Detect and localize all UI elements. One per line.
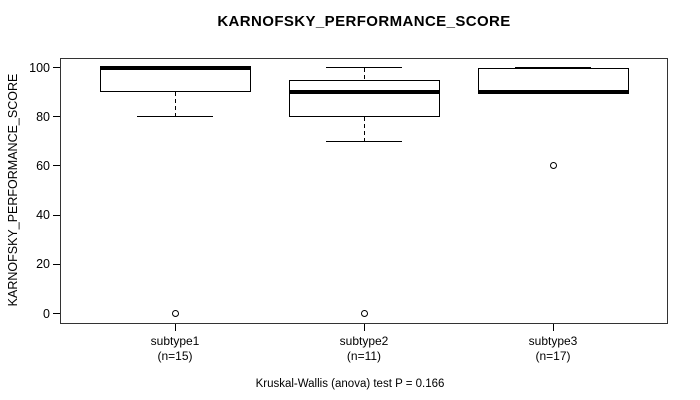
outlier-point — [171, 310, 179, 317]
y-tick-label: 20 — [36, 257, 50, 272]
group-n-label: (n=15) — [157, 349, 193, 363]
boxplot-box — [477, 67, 629, 93]
x-group-label: subtype1 (n=15) — [105, 334, 245, 364]
outlier-point — [549, 162, 557, 170]
y-tick-mark — [53, 263, 60, 265]
stat-test-caption: Kruskal-Wallis (anova) test P = 0.166 — [255, 378, 445, 390]
lower-whisker-line — [363, 116, 365, 142]
group-label: subtype1 — [150, 334, 200, 348]
y-tick-mark — [53, 313, 60, 314]
boxplot-box — [288, 79, 440, 117]
x-group-label: subtype3 (n=17) — [483, 334, 623, 364]
y-tick-label: 40 — [36, 208, 50, 223]
y-tick-mark — [53, 165, 60, 167]
plot-area: 0 20 40 60 80 100 subtype1 (n=15) subtype2 (n=11)… — [29, 58, 668, 363]
group-label: subtype3 — [528, 334, 578, 348]
median-line — [99, 65, 251, 70]
x-tick-mark — [552, 324, 554, 331]
group-n-label: (n=11) — [346, 349, 382, 363]
y-tick-label: 0 — [43, 306, 50, 321]
y-tick-mark — [53, 214, 60, 216]
x-group-label: subtype2 (n=11) — [294, 334, 434, 364]
boxplot-box — [99, 67, 251, 93]
lower-whisker-line — [174, 92, 176, 117]
lower-whisker-cap — [326, 140, 402, 143]
y-tick-label: 100 — [29, 60, 50, 75]
y-tick-label: 60 — [36, 158, 50, 173]
y-tick-mark — [53, 116, 60, 118]
outlier-point — [360, 310, 368, 317]
plot-border — [60, 58, 668, 324]
lower-whisker-cap — [137, 115, 213, 118]
median-line — [477, 90, 629, 95]
y-tick-mark — [53, 67, 60, 68]
upper-whisker-line — [363, 67, 365, 80]
x-tick-mark — [363, 324, 365, 331]
upper-whisker-cap — [515, 66, 591, 69]
x-tick-mark — [174, 324, 176, 331]
chart-title: KARNOFSKY_PERFORMANCE_SCORE — [217, 13, 511, 30]
y-tick-label: 80 — [36, 109, 50, 124]
upper-whisker-cap — [326, 66, 402, 69]
group-n-label: (n=17) — [535, 349, 571, 363]
median-line — [288, 90, 440, 95]
group-label: subtype2 — [339, 334, 389, 348]
